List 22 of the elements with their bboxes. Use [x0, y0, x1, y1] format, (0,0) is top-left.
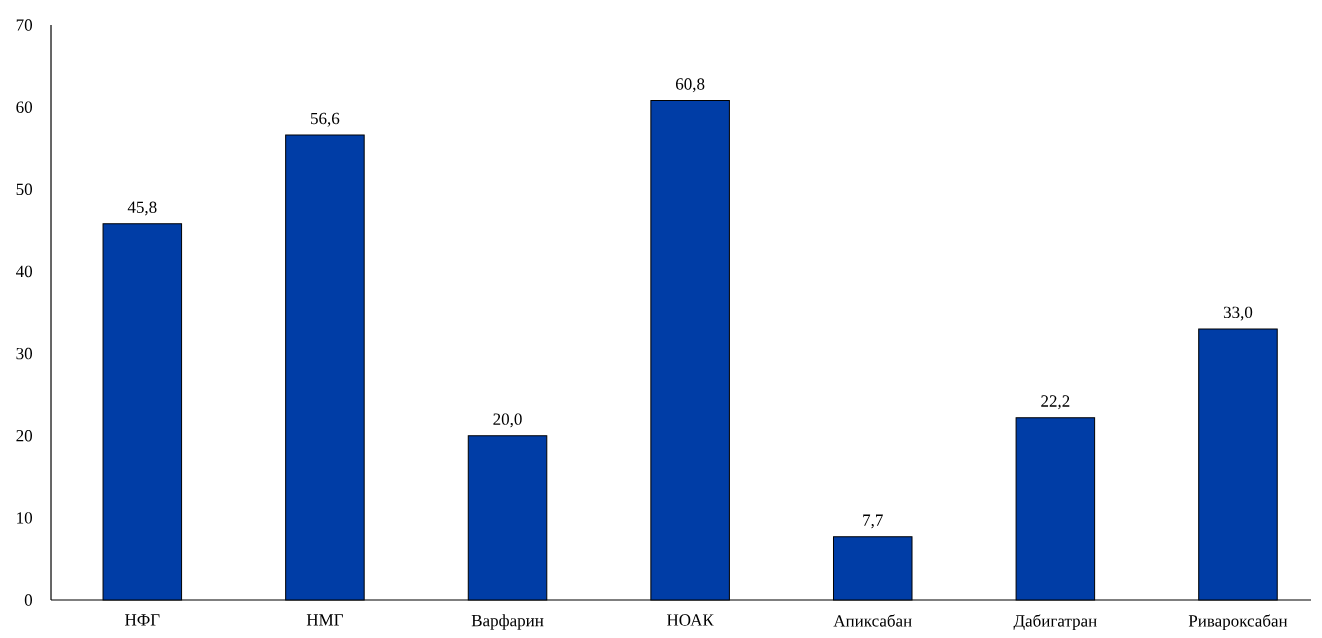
data-label: 22,2 [1041, 395, 1070, 410]
x-tick-label: НФГ [125, 614, 160, 626]
data-label: 7,7 [863, 514, 883, 529]
data-label: 60,8 [675, 78, 705, 93]
y-tick-label: 50 [16, 183, 33, 196]
data-label: 33,0 [1223, 306, 1253, 321]
data-label: 20,0 [493, 413, 522, 428]
y-tick-label: 30 [16, 347, 33, 360]
x-tick-label: Дабигатран [1013, 614, 1097, 631]
y-tick-label: 20 [16, 429, 33, 442]
x-tick-label: НМГ [306, 614, 343, 626]
x-tick-label: Ривароксабан [1188, 614, 1288, 631]
x-tick-label: Варфарин [471, 614, 544, 630]
y-tick-label: 0 [24, 594, 33, 606]
y-tick-label: 40 [16, 265, 33, 278]
x-tick-label: Апиксабан [833, 614, 912, 627]
y-tick-label: 60 [16, 101, 33, 113]
data-label: 45,8 [127, 201, 157, 216]
y-tick-label: 70 [16, 19, 33, 31]
x-tick-label: НОАК [666, 614, 714, 626]
data-label: 56,6 [311, 112, 340, 127]
y-tick-label: 10 [17, 512, 33, 524]
